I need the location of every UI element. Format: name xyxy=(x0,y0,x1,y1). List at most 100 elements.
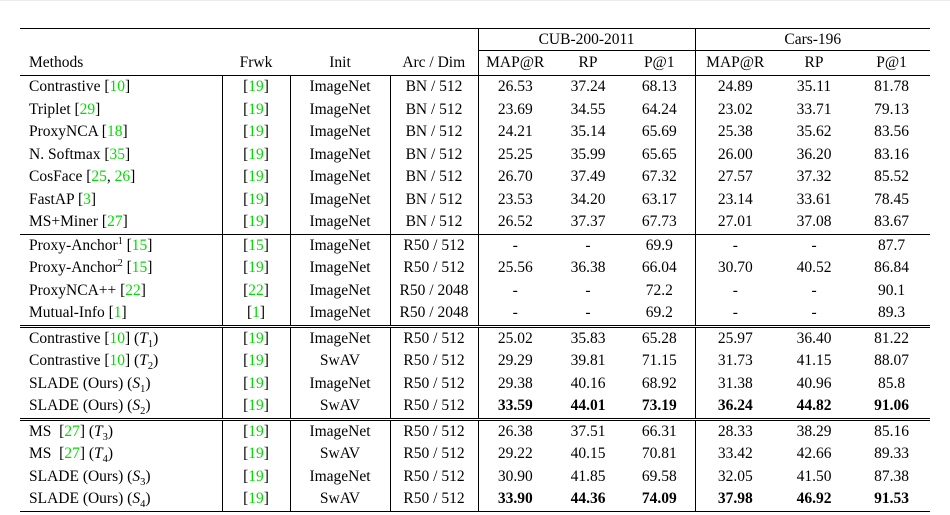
column-header-init: Init xyxy=(290,50,390,76)
column-header-methods: Methods xyxy=(20,50,222,76)
metric-value-cell: 83.16 xyxy=(874,145,909,163)
text-segment: ] ( xyxy=(125,329,140,347)
metric-value-cell: 63.17 xyxy=(624,188,696,211)
citation-ref: 19 xyxy=(248,490,264,508)
metric-value-cell: 89.33 xyxy=(874,445,909,463)
text-segment: FastAP [ xyxy=(29,190,84,208)
frwk-cell: [19] xyxy=(222,75,291,99)
citation-ref: 19 xyxy=(248,168,264,186)
method-cell: SLADE (Ours) (S1) xyxy=(20,372,223,395)
text-segment: S xyxy=(132,397,141,415)
metric-value-cell: 37.24 xyxy=(570,78,606,96)
citation-ref: 19 xyxy=(248,352,264,370)
metric-value-cell: 70.81 xyxy=(624,443,696,466)
citation-ref: 1 xyxy=(252,304,260,322)
text-segment: ] ( xyxy=(79,422,95,440)
init-cell: SwAV xyxy=(290,395,391,421)
metric-value-cell: 26.00 xyxy=(717,145,753,163)
column-header-rp: RP xyxy=(775,50,854,76)
metric-value-cell: 24.89 xyxy=(717,78,753,96)
text-segment: Mutual-Info [ xyxy=(29,304,114,322)
metric-value-cell: 64.24 xyxy=(624,98,696,121)
citation-ref: 19 xyxy=(248,422,264,440)
metric-value-cell: 33.59 xyxy=(478,395,552,421)
text-segment: ) xyxy=(107,422,114,440)
text-segment: ] xyxy=(263,352,269,370)
text-segment: Proxy-Anchor xyxy=(29,236,118,254)
column-header-arc-dim: Arc / Dim xyxy=(390,50,478,76)
text-segment: 2 xyxy=(117,258,123,270)
text-segment: ] xyxy=(263,213,269,231)
text-segment: 3 xyxy=(140,476,146,488)
citation-ref: 10 xyxy=(109,329,126,347)
init-cell: ImageNet xyxy=(290,121,391,144)
text-segment: [ xyxy=(243,123,249,141)
text-segment: Triplet [ xyxy=(29,100,80,118)
metric-value-cell: 26.38 xyxy=(497,422,533,440)
citation-ref: 19 xyxy=(248,397,264,415)
citation-ref: 19 xyxy=(248,123,264,141)
column-header-map-r: MAP@R xyxy=(694,50,776,76)
metric-value-cell: 85.16 xyxy=(874,422,909,440)
metric-value-cell: 26.53 xyxy=(497,78,533,96)
column-header-frwk: Frwk xyxy=(222,50,290,76)
frwk-cell: [19] xyxy=(222,98,291,121)
metric-value-cell: 33.61 xyxy=(796,190,832,208)
text-segment: [ xyxy=(243,329,249,347)
column-header-map-r: MAP@R xyxy=(477,50,552,76)
text-segment: ] xyxy=(121,304,127,322)
text-segment: [ xyxy=(246,304,253,322)
metric-value-cell: 29.22 xyxy=(497,445,533,463)
frwk-cell: [19] xyxy=(222,419,291,443)
table-row: Proxy-Anchor2 [15] [19] ImageNet R50 / 512 2… xyxy=(20,257,930,280)
text-segment: [ xyxy=(122,259,132,277)
init-cell: ImageNet xyxy=(290,75,391,99)
metric-value-cell: 68.13 xyxy=(624,75,696,99)
metric-value-cell: 81.22 xyxy=(874,329,909,347)
frwk-cell: [19] xyxy=(222,372,291,395)
metric-value-cell: 33.42 xyxy=(717,445,753,463)
method-cell: SLADE (Ours) (S3) xyxy=(20,465,223,488)
metric-value-cell: 35.62 xyxy=(796,123,832,141)
metric-value-cell: 36.20 xyxy=(796,145,832,163)
metric-value-cell: 73.19 xyxy=(624,395,696,421)
citation-ref: 22 xyxy=(125,281,141,299)
method-cell: FastAP [3] xyxy=(20,188,223,211)
method-cell: CosFace [25, 26] xyxy=(20,166,223,189)
metric-value-cell: 78.45 xyxy=(874,190,909,208)
metric-value-cell: 35.83 xyxy=(570,329,606,347)
frwk-cell: [19] xyxy=(222,465,291,488)
init-cell: ImageNet xyxy=(290,143,391,166)
citation-ref: 15 xyxy=(131,236,148,254)
arc-dim-cell: BN / 512 xyxy=(390,211,479,235)
metric-value-cell: 67.73 xyxy=(624,211,696,235)
metric-value-cell: 46.92 xyxy=(775,488,854,512)
method-cell: Contrastive [10] (T1) xyxy=(20,326,223,350)
text-segment: SLADE (Ours) ( xyxy=(29,374,133,392)
text-segment: T xyxy=(139,352,148,370)
frwk-cell: [19] xyxy=(222,188,291,211)
metric-value-cell: 35.11 xyxy=(796,78,832,96)
text-segment: SLADE (Ours) ( xyxy=(29,397,133,415)
metric-value-cell: - xyxy=(775,302,854,328)
text-segment: Contrastive [ xyxy=(29,352,110,370)
frwk-cell: [19] xyxy=(222,395,291,421)
metric-value-cell: - xyxy=(552,302,624,328)
arc-dim-cell: BN / 512 xyxy=(390,166,479,189)
arc-dim-cell: R50 / 512 xyxy=(390,443,479,466)
metric-value-cell: 33.71 xyxy=(796,100,832,118)
metric-value-cell: 24.21 xyxy=(497,123,533,141)
metric-value-cell: 71.15 xyxy=(624,350,696,373)
table-row: Proxy-Anchor1 [15] [15] ImageNet R50 / 512-… xyxy=(20,234,930,257)
metric-value-cell: 33.90 xyxy=(478,488,552,512)
text-segment: ] xyxy=(263,445,269,463)
text-segment: Contrastive [ xyxy=(29,78,110,96)
metric-value-cell: 91.53 xyxy=(853,488,931,512)
citation-ref: 15 xyxy=(248,236,264,254)
table-header: CUB-200-2011 Cars-196 Methods Frwk Init Arc /… xyxy=(20,28,931,76)
text-segment: ] ( xyxy=(125,352,140,370)
metric-value-cell: 74.09 xyxy=(624,488,696,512)
text-segment: ] xyxy=(263,467,269,485)
text-segment: [ xyxy=(243,259,249,277)
method-cell: SLADE (Ours) (S4) xyxy=(20,488,223,512)
